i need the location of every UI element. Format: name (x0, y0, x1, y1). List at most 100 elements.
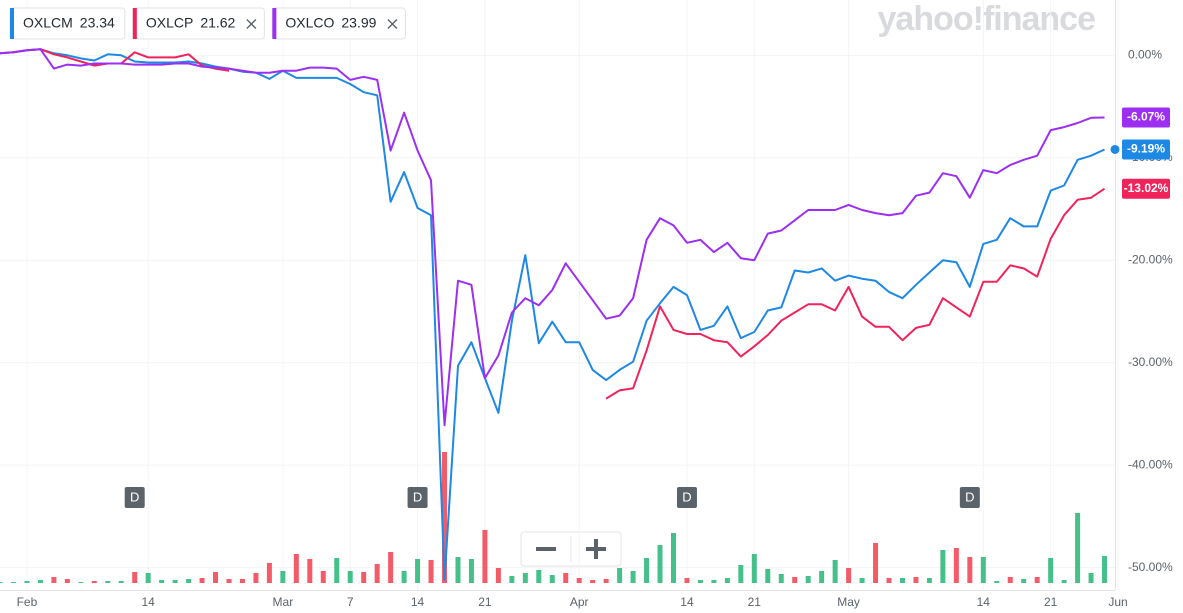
close-stroke (246, 19, 257, 29)
volume-bar (926, 578, 932, 583)
volume-bar (374, 564, 380, 583)
x-tick-label: May (837, 595, 860, 609)
volume-bar (51, 577, 57, 583)
volume-bar (576, 578, 582, 583)
volume-bar (415, 559, 421, 583)
volume-bar (1102, 556, 1108, 583)
series-line (0, 48, 1106, 400)
volume-bar (832, 560, 838, 583)
legend-close[interactable] (246, 19, 257, 29)
volume-bar (711, 580, 717, 583)
event-label: D (413, 489, 422, 504)
volume-bar (24, 581, 30, 583)
volume-bar (684, 578, 690, 583)
volume-bar (293, 554, 299, 583)
volume-bar (388, 552, 394, 583)
legend-swatch (10, 8, 14, 39)
y-tick-label: -40.00% (1128, 457, 1173, 471)
x-tick-label: Jun (1108, 595, 1127, 609)
volume-bar (1021, 579, 1027, 583)
end-label: -13.02% (1124, 181, 1169, 195)
volume-bar (401, 571, 407, 583)
volume-bar (886, 578, 892, 583)
volume-bar (859, 578, 865, 583)
event-marker[interactable] (407, 487, 428, 508)
legend-swatch (272, 8, 277, 39)
volume-bar (132, 572, 138, 583)
volume-bar (792, 577, 798, 583)
volume-bar (0, 582, 3, 583)
volume-bar (64, 579, 70, 583)
volume-bar (670, 533, 676, 583)
x-tick-label: 7 (347, 595, 354, 609)
volume-bar (320, 571, 326, 583)
event-marker[interactable] (959, 487, 980, 508)
volume-bar (455, 557, 461, 583)
volume-bar (967, 557, 973, 583)
x-tick-label: 21 (1044, 595, 1058, 609)
legend-chip[interactable]: OXLCP 21.62 (132, 7, 265, 40)
volume-bar (563, 573, 569, 583)
volume-bar (428, 560, 434, 583)
x-tick-label: 21 (748, 595, 762, 609)
y-tick-label: 0.00% (1128, 48, 1162, 62)
volume-bar (846, 568, 852, 583)
volume-bar (617, 568, 623, 583)
legend-chip[interactable]: OXLCM 23.34 (9, 7, 126, 40)
volume-bar (657, 545, 663, 583)
x-tick-label: 21 (478, 595, 492, 609)
volume-bar (347, 571, 353, 583)
volume (0, 452, 1108, 583)
volume-bar (361, 572, 367, 583)
y-tick-label: -50.00% (1128, 560, 1173, 574)
volume-bar (442, 452, 448, 583)
volume-bar (899, 578, 905, 583)
volume-bar (724, 578, 730, 583)
volume-bar (953, 548, 959, 583)
zoom-in[interactable] (586, 539, 606, 559)
legend-price: 23.99 (341, 15, 376, 31)
end-label: -6.07% (1127, 110, 1165, 124)
x-tick-label: 14 (977, 595, 991, 609)
volume-bar (37, 580, 43, 583)
legend-close[interactable] (387, 19, 398, 29)
event-marker[interactable] (124, 487, 145, 508)
end-label: -9.19% (1127, 142, 1165, 156)
volume-bar (509, 576, 515, 583)
x-tick-label: Apr (570, 595, 589, 609)
x-tick-label: Mar (273, 595, 294, 609)
volume-bar (280, 571, 286, 583)
volume-bar (738, 565, 744, 583)
volume-bar (91, 581, 97, 583)
volume-bar (751, 554, 757, 583)
legend-price: 21.62 (200, 15, 235, 31)
legend-chip[interactable]: OXLCO 23.99 (271, 7, 406, 40)
y-tick-label: -30.00% (1128, 355, 1173, 369)
zoom-controls (520, 531, 622, 567)
volume-bar (199, 578, 205, 583)
volume-bar (549, 575, 555, 583)
close-stroke (387, 19, 398, 29)
volume-bar (765, 569, 771, 583)
volume-bar (226, 579, 232, 583)
volume-bar (239, 579, 245, 583)
volume-bar (644, 558, 650, 583)
volume-bar (805, 576, 811, 583)
y-tick-label: -20.00% (1128, 252, 1173, 266)
volume-bar (145, 573, 151, 583)
volume-bar (334, 558, 340, 583)
legend-name: OXLCO (285, 15, 334, 31)
end-dot (1110, 144, 1120, 154)
end-badge (1122, 178, 1170, 199)
volume-bar (913, 577, 919, 583)
volume-bar (697, 580, 703, 583)
event-marker[interactable] (676, 487, 697, 508)
volume-bar (186, 579, 192, 583)
x-tick-label: 14 (141, 595, 155, 609)
x-tick-label: 14 (411, 595, 425, 609)
volume-bar (172, 580, 178, 583)
volume-bar (105, 581, 111, 583)
volume-bar (159, 580, 165, 583)
zoom-out[interactable] (536, 547, 556, 551)
legend-name: OXLCP (146, 15, 193, 31)
